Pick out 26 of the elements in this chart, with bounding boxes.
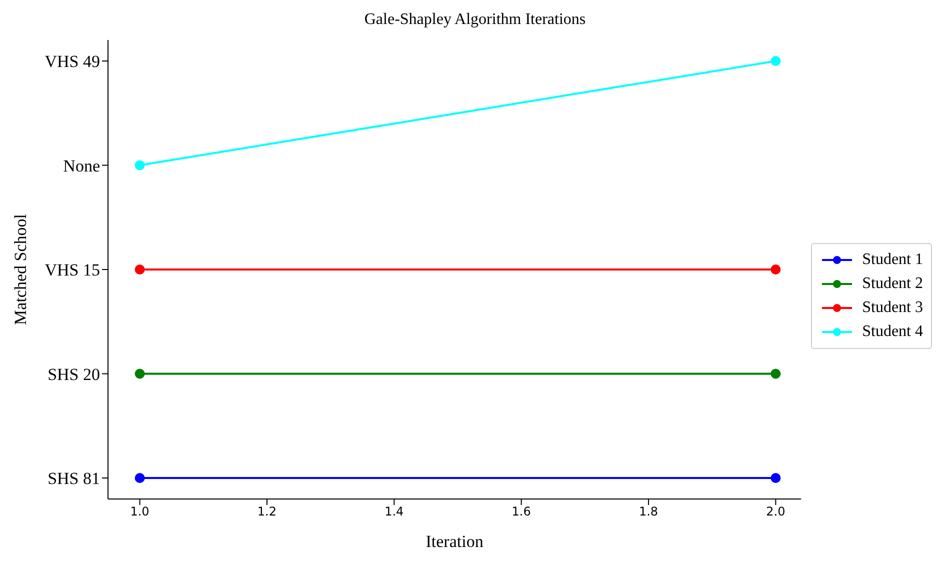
category-label: None — [63, 156, 100, 176]
point — [134, 264, 145, 274]
x-tick-label: 1.2 — [257, 504, 277, 519]
point — [770, 472, 781, 483]
point — [770, 368, 781, 379]
x-tick-label: 1.4 — [384, 504, 404, 519]
x-tick-label: 1.0 — [130, 504, 150, 519]
point — [770, 56, 781, 66]
legend-label: Student 2 — [862, 274, 923, 292]
x-axis-title: Iteration — [426, 532, 484, 551]
point — [134, 160, 145, 170]
x-tick-label: 2.0 — [766, 504, 786, 519]
x-tick-label: 1.6 — [512, 504, 531, 519]
legend-label: Student 4 — [862, 322, 923, 340]
y-axis-title: Matched School — [11, 214, 30, 325]
point — [770, 264, 781, 274]
category-label: SHS 20 — [48, 364, 100, 384]
chart-title: Gale-Shapley Algorithm Iterations — [363, 10, 587, 30]
point — [134, 368, 145, 379]
category-label: VHS 49 — [44, 52, 100, 72]
category-label: VHS 15 — [44, 260, 100, 280]
point — [134, 472, 145, 483]
legend-label: Student 3 — [862, 298, 923, 316]
x-tick-label: 1.8 — [638, 504, 658, 519]
category-label: SHS 81 — [48, 469, 100, 488]
legend-label: Student 1 — [862, 250, 923, 268]
